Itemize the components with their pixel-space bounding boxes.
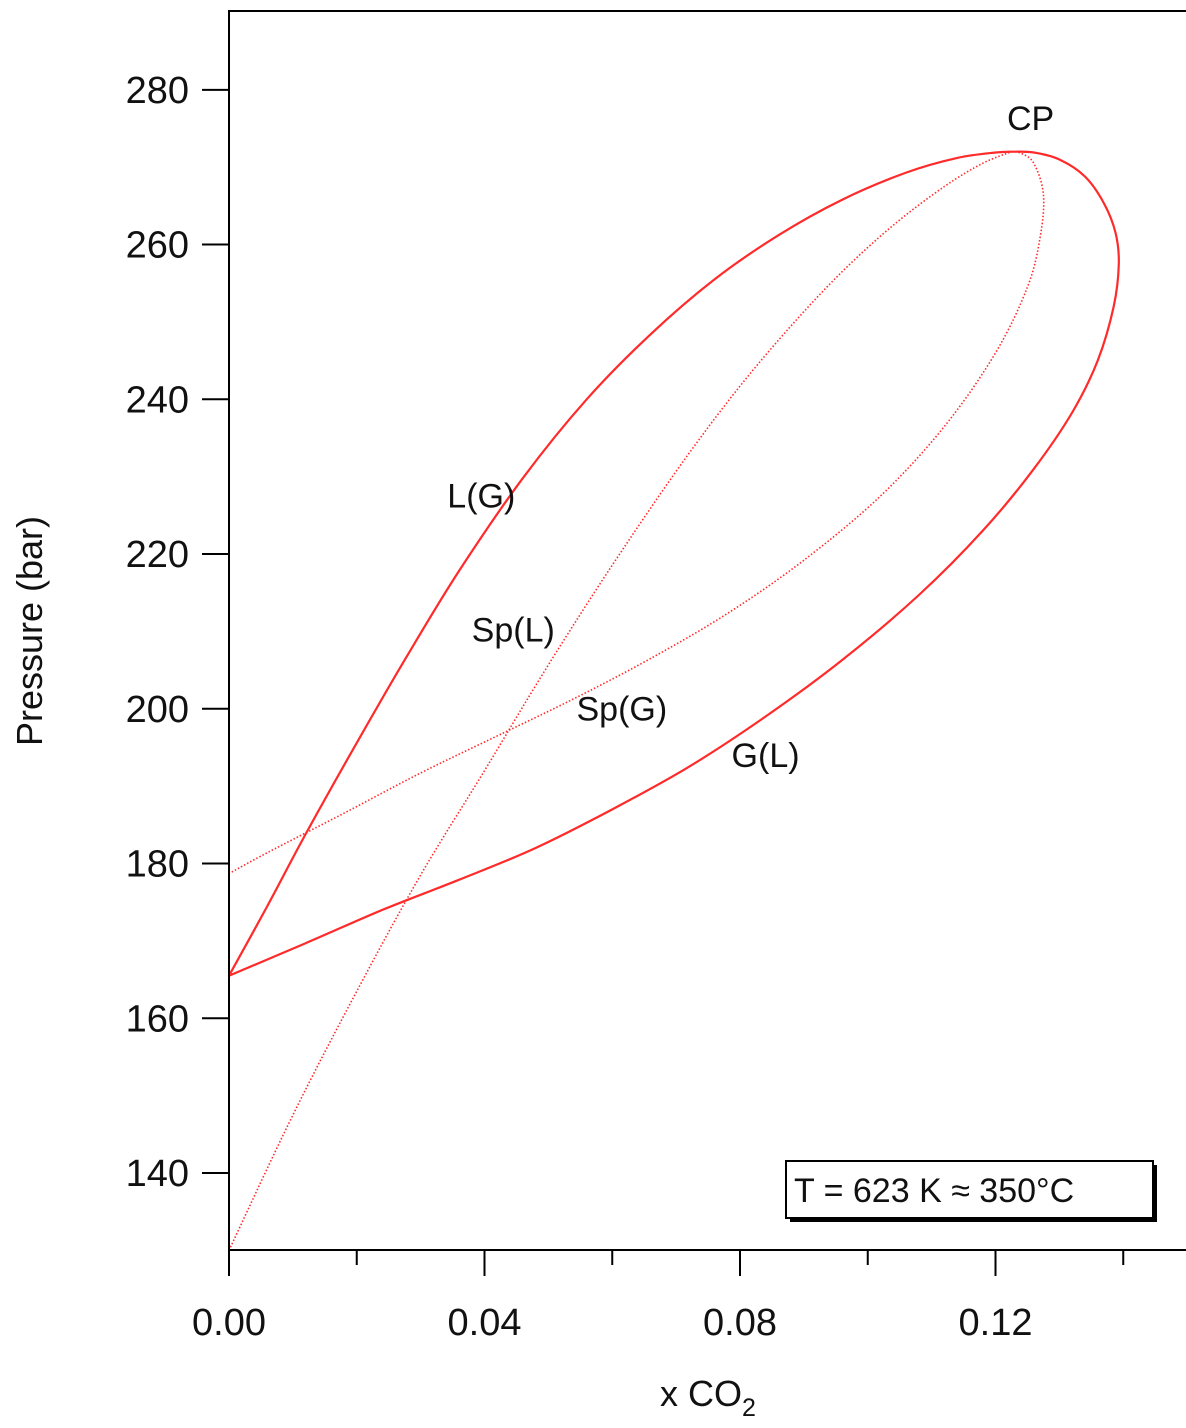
curve-labels: CP L(G) Sp(L) Sp(G) G(L) xyxy=(447,100,1054,775)
y-tick-label-220: 220 xyxy=(126,534,189,576)
chart-axes: 140 160 180 200 220 240 260 280 0.00 0.04 0.08 0.12 xyxy=(126,70,1125,1344)
label-g-l: G(L) xyxy=(732,737,800,775)
y-axis-title: Pressure (bar) xyxy=(9,516,50,746)
y-tick-label-280: 280 xyxy=(126,70,189,112)
y-tick-label-260: 260 xyxy=(126,225,189,267)
series-sp-g-line xyxy=(229,150,1045,875)
series-l-g-line xyxy=(229,150,1012,977)
temperature-legend: T = 623 K ≈ 350°C xyxy=(785,1160,1157,1222)
y-tick-label-240: 240 xyxy=(126,379,189,421)
y-tick-label-200: 200 xyxy=(126,689,189,731)
series-sp-l-line xyxy=(229,150,1012,1250)
y-tick-label-160: 160 xyxy=(126,998,189,1040)
x-axis-title: x CO2 xyxy=(660,1373,756,1422)
x-axis-title-main: x CO xyxy=(660,1373,742,1414)
label-sp-l: Sp(L) xyxy=(472,611,555,649)
label-l-g: L(G) xyxy=(447,478,515,516)
plot-frame xyxy=(228,10,1186,1251)
x-axis-title-subscript: 2 xyxy=(742,1394,756,1422)
y-tick-label-140: 140 xyxy=(126,1153,189,1195)
label-cp: CP xyxy=(1007,100,1054,138)
x-tick-label-0.12: 0.12 xyxy=(959,1302,1033,1344)
series-g-l-line xyxy=(229,150,1120,977)
temperature-label: T = 623 K ≈ 350°C xyxy=(794,1172,1074,1210)
label-sp-g: Sp(G) xyxy=(576,690,667,728)
chart-curves xyxy=(229,150,1120,1250)
x-tick-label-0.00: 0.00 xyxy=(192,1302,266,1344)
x-tick-label-0.04: 0.04 xyxy=(448,1302,522,1344)
y-tick-label-180: 180 xyxy=(126,844,189,886)
x-tick-label-0.08: 0.08 xyxy=(703,1302,777,1344)
